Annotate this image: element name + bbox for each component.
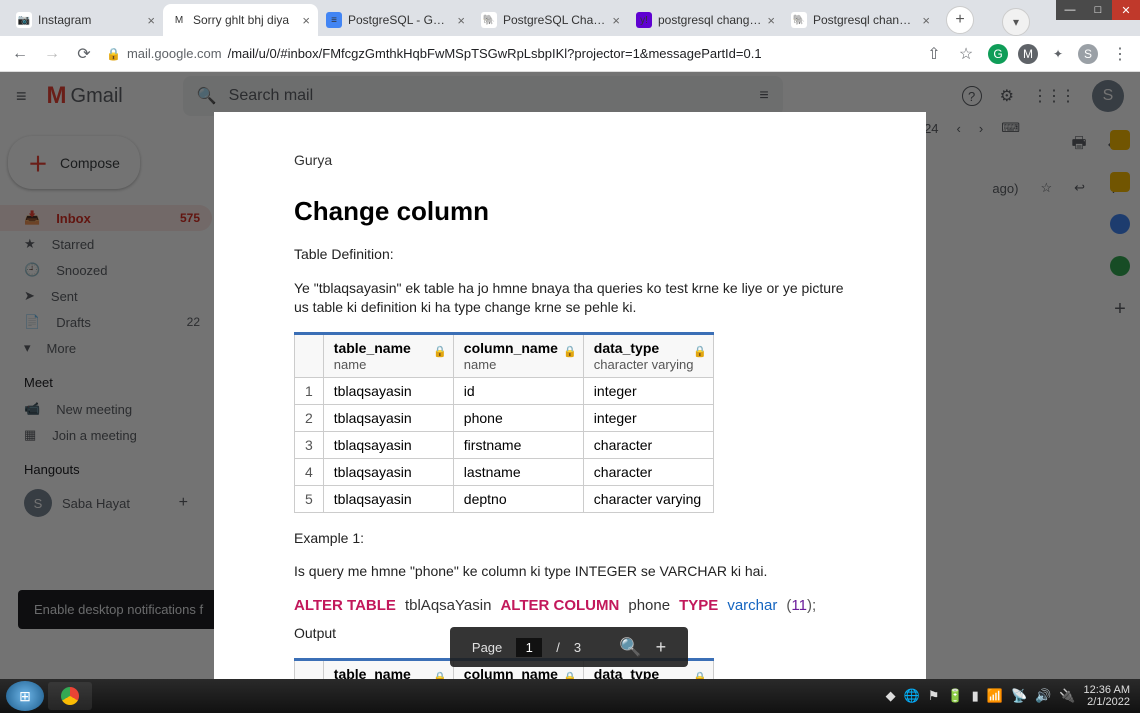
tray-icon[interactable]: ◆	[886, 688, 896, 704]
tab-title: Instagram	[38, 13, 141, 27]
tab-close[interactable]: ×	[767, 13, 775, 28]
document-preview: Gurya Change column Table Definition: Ye…	[214, 112, 926, 679]
tab-favicon: 📷	[16, 12, 32, 28]
tray-power-icon[interactable]: 🔌	[1059, 688, 1075, 704]
doc-subhead: Table Definition:	[294, 245, 846, 265]
tab-favicon: 🐘	[791, 12, 807, 28]
zoom-out[interactable]: 🔍	[619, 637, 641, 658]
page-total: 3	[574, 640, 581, 655]
tab-favicon: ≡	[326, 12, 342, 28]
tray-icon[interactable]: ▮	[972, 688, 979, 704]
win-close[interactable]: ✕	[1112, 0, 1140, 20]
doc-author: Gurya	[294, 152, 846, 168]
extension-icon[interactable]: S	[1078, 44, 1098, 64]
win-min[interactable]: —	[1056, 0, 1084, 20]
browser-tab[interactable]: M Sorry ghlt bhj diya ×	[163, 4, 318, 36]
browser-menu[interactable]: ⋮	[1110, 44, 1130, 64]
page-input[interactable]	[516, 638, 542, 657]
reload-button[interactable]: ⟳	[74, 44, 94, 64]
tab-title: PostgreSQL Change	[503, 13, 606, 27]
toolbar: ← → ⟳ 🔒 mail.google.com/mail/u/0/#inbox/…	[0, 36, 1140, 72]
tray-icon[interactable]: ⚑	[928, 688, 940, 704]
tab-favicon: M	[171, 12, 187, 28]
extension-icon[interactable]: M	[1018, 44, 1038, 64]
share-icon[interactable]: ⇧	[924, 44, 944, 64]
tray-icon[interactable]: 📡	[1011, 688, 1027, 704]
tab-close[interactable]: ×	[612, 13, 620, 28]
browser-tab[interactable]: y! postgresql change d ×	[628, 4, 783, 36]
start-button[interactable]: ⊞	[6, 681, 44, 711]
sql-statement: ALTER TABLE tblAqsaYasin ALTER COLUMN ph…	[294, 596, 846, 614]
example-label: Example 1:	[294, 529, 846, 549]
tab-close[interactable]: ×	[922, 13, 930, 28]
extension-icon[interactable]: ✦	[1048, 44, 1068, 64]
url-path: /mail/u/0/#inbox/FMfcgzGmthkHqbFwMSpTSGw…	[228, 46, 762, 61]
system-tray: ◆ 🌐 ⚑ 🔋 ▮ 📶 📡 🔊 🔌 12:36 AM2/1/2022	[886, 684, 1134, 708]
tray-icon[interactable]: 📶	[987, 688, 1003, 704]
browser-tab[interactable]: 🐘 PostgreSQL Change ×	[473, 4, 628, 36]
browser-tab[interactable]: ≡ PostgreSQL - Google ×	[318, 4, 473, 36]
browser-tab[interactable]: 🐘 Postgresql change c ×	[783, 4, 938, 36]
tab-strip: 📷 Instagram × M Sorry ghlt bhj diya × ≡ Postgre…	[0, 0, 1140, 36]
page-sep: /	[556, 640, 560, 655]
browser-tab[interactable]: 📷 Instagram ×	[8, 4, 163, 36]
taskbar-chrome[interactable]	[48, 682, 92, 710]
tab-favicon: 🐘	[481, 12, 497, 28]
doc-title: Change column	[294, 196, 846, 227]
extension-icon[interactable]: G	[988, 44, 1008, 64]
bookmark-star[interactable]: ☆	[956, 44, 976, 64]
tab-title: Sorry ghlt bhj diya	[193, 13, 296, 27]
tab-title: Postgresql change c	[813, 13, 916, 27]
lock-icon: 🔒	[106, 47, 121, 61]
zoom-in[interactable]: +	[656, 637, 667, 658]
example-text: Is query me hmne "phone" ke column ki ty…	[294, 562, 846, 582]
tab-overflow[interactable]: ▾	[1002, 8, 1030, 36]
win-max[interactable]: □	[1084, 0, 1112, 20]
tab-close[interactable]: ×	[302, 13, 310, 28]
forward-button[interactable]: →	[42, 45, 62, 63]
schema-table: table_namename🔒column_namename🔒data_type…	[294, 332, 714, 513]
clock[interactable]: 12:36 AM2/1/2022	[1084, 684, 1134, 708]
page-label: Page	[472, 640, 502, 655]
tab-close[interactable]: ×	[147, 13, 155, 28]
pdf-toolbar: Page / 3 🔍 +	[450, 627, 688, 667]
tab-title: postgresql change d	[658, 13, 761, 27]
doc-intro: Ye "tblaqsayasin" ek table ha jo hmne bn…	[294, 279, 846, 318]
tab-favicon: y!	[636, 12, 652, 28]
taskbar: ⊞ ◆ 🌐 ⚑ 🔋 ▮ 📶 📡 🔊 🔌 12:36 AM2/1/2022	[0, 679, 1140, 713]
tray-icon[interactable]: 🔋	[947, 688, 963, 704]
new-tab-button[interactable]: +	[946, 6, 974, 34]
url-host: mail.google.com	[127, 46, 222, 61]
tray-volume-icon[interactable]: 🔊	[1035, 688, 1051, 704]
tray-icon[interactable]: 🌐	[904, 688, 920, 704]
tab-close[interactable]: ×	[457, 13, 465, 28]
tab-title: PostgreSQL - Google	[348, 13, 451, 27]
address-bar[interactable]: 🔒 mail.google.com/mail/u/0/#inbox/FMfcgz…	[106, 46, 912, 61]
back-button[interactable]: ←	[10, 45, 30, 63]
